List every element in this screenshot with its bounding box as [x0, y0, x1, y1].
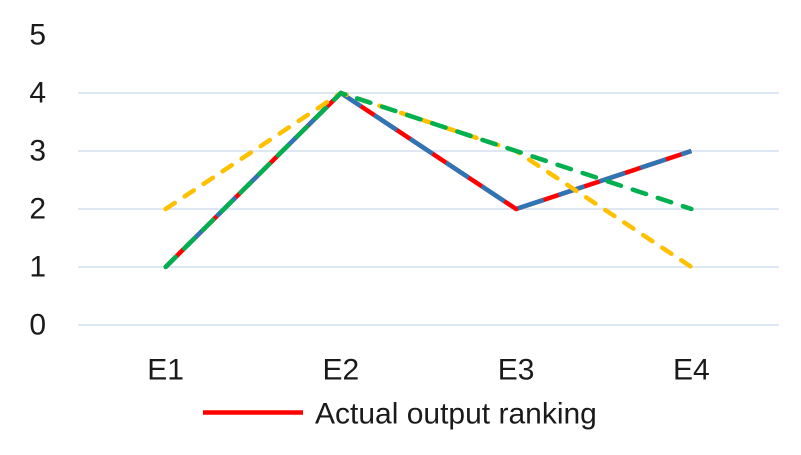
- y-tick-label: 2: [29, 193, 46, 226]
- series-layer: [163, 90, 694, 270]
- y-tick-label: 5: [29, 19, 46, 52]
- y-tick-label: 0: [29, 309, 46, 342]
- series-line-green-series: [163, 90, 694, 270]
- series-line-blue-series: [164, 90, 693, 269]
- x-category-label: E2: [323, 354, 360, 387]
- axis-labels-layer: 0 1 2 3 4 5 E1 E2 E3 E4: [29, 19, 709, 387]
- y-tick-label: 4: [29, 77, 46, 110]
- y-tick-label: 3: [29, 135, 46, 168]
- y-tick-label: 1: [29, 251, 46, 284]
- gridlines-layer: [78, 92, 779, 326]
- x-category-label: E1: [147, 354, 184, 387]
- chart-legend: Actual output ranking: [203, 398, 597, 431]
- series-line-yellow-series: [163, 90, 694, 270]
- x-category-label: E4: [673, 354, 710, 387]
- legend-label: Actual output ranking: [315, 398, 597, 431]
- x-category-label: E3: [498, 354, 535, 387]
- series-line-actual-output-ranking: [164, 90, 693, 269]
